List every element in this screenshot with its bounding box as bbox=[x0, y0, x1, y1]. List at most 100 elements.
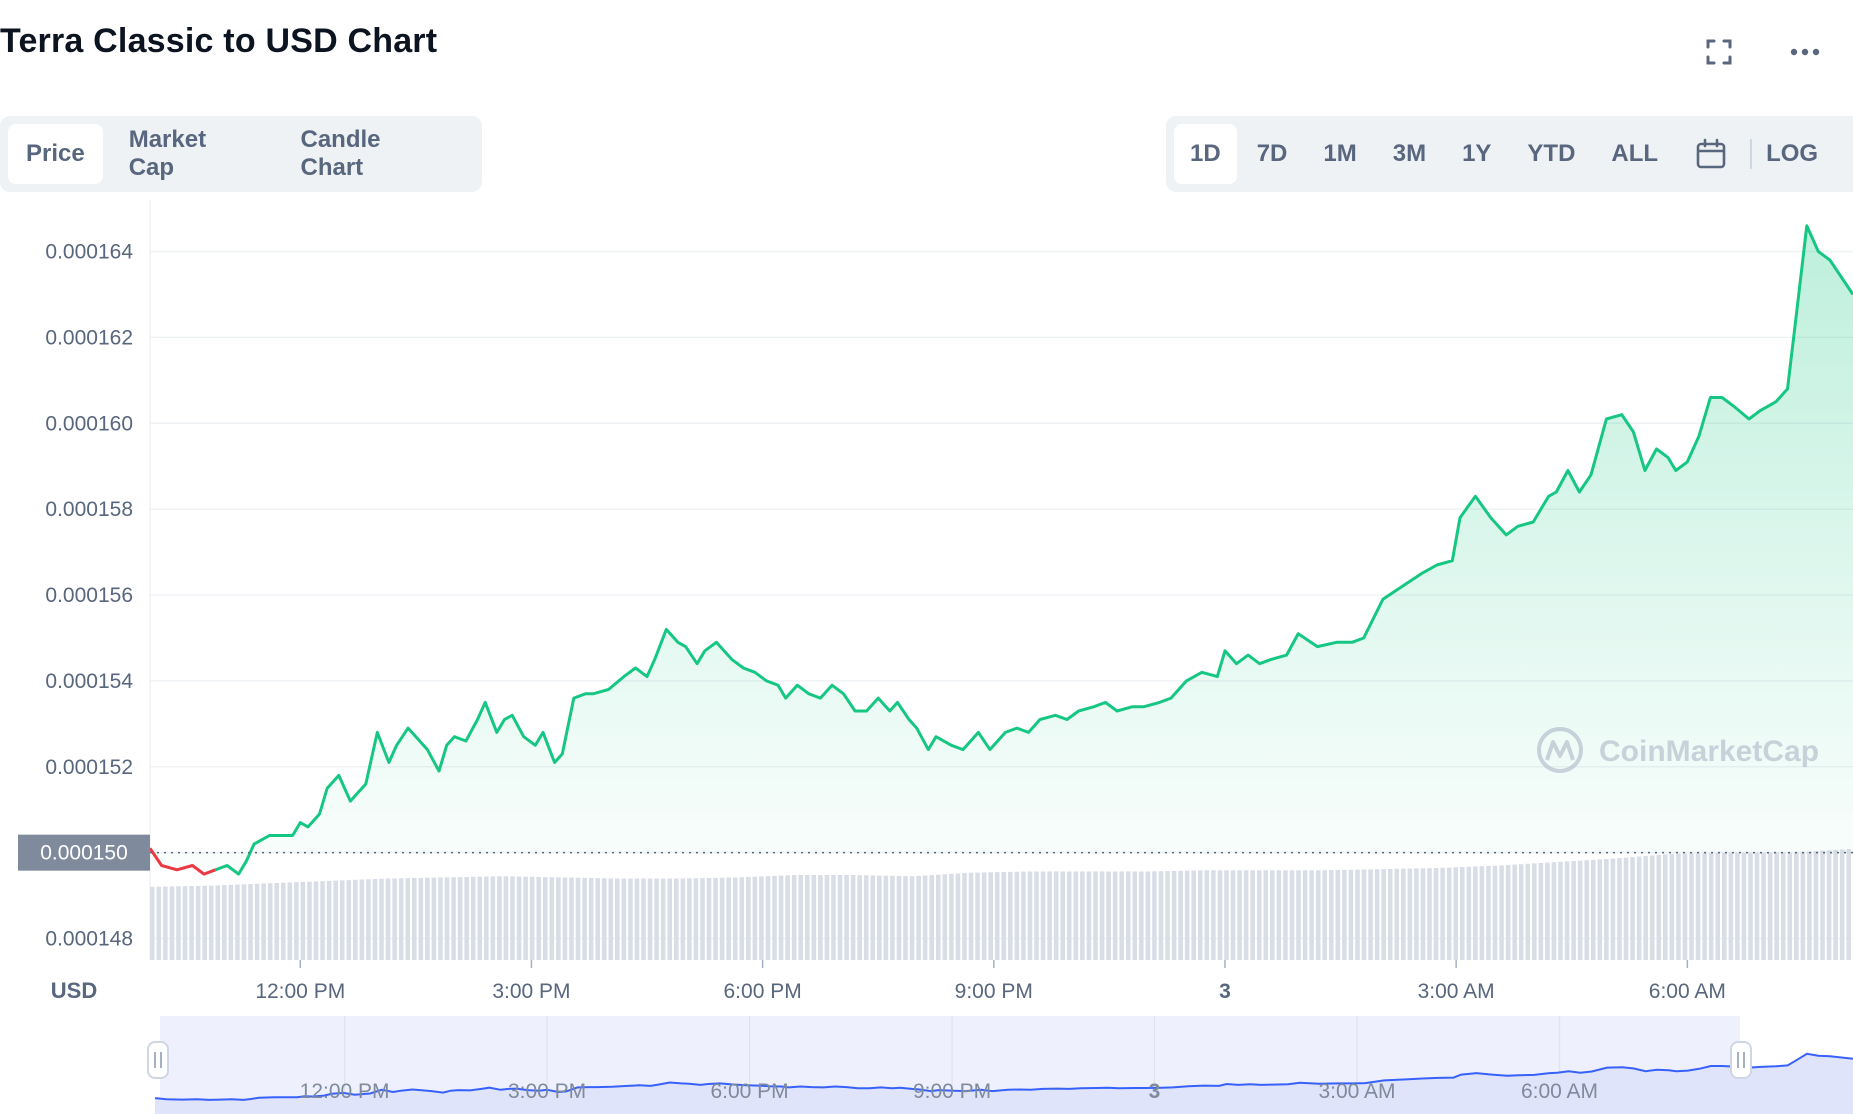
volume-bar bbox=[150, 886, 155, 960]
tab-price[interactable]: Price bbox=[8, 124, 103, 184]
volume-bar bbox=[1250, 870, 1255, 960]
volume-bar bbox=[372, 879, 378, 960]
volume-bar bbox=[294, 882, 299, 960]
expand-icon[interactable] bbox=[1701, 34, 1737, 70]
volume-bar bbox=[1800, 851, 1806, 960]
volume-bar bbox=[883, 875, 889, 960]
volume-bar bbox=[1630, 857, 1635, 960]
more-icon[interactable] bbox=[1787, 34, 1823, 70]
volume-bar bbox=[680, 878, 686, 960]
navigator-left-handle[interactable] bbox=[147, 1041, 169, 1079]
volume-bar bbox=[1787, 852, 1793, 960]
volume-bar bbox=[1571, 861, 1576, 960]
range-1d[interactable]: 1D bbox=[1174, 124, 1237, 184]
range-1y[interactable]: 1Y bbox=[1462, 140, 1492, 167]
volume-bar bbox=[503, 876, 509, 960]
volume-bar bbox=[805, 875, 810, 960]
volume-bar bbox=[936, 874, 941, 960]
volume-bar bbox=[674, 878, 679, 960]
volume-bar bbox=[490, 876, 496, 960]
volume-bar bbox=[955, 873, 961, 960]
volume-bar bbox=[857, 875, 862, 960]
volume-bar bbox=[182, 886, 188, 960]
volume-bar bbox=[1322, 870, 1327, 960]
volume-bar bbox=[1067, 871, 1072, 960]
volume-bar bbox=[215, 885, 221, 960]
volume-bar bbox=[1309, 870, 1314, 960]
chart-toolbar bbox=[1701, 34, 1823, 70]
volume-bar bbox=[425, 877, 430, 960]
volume-bar bbox=[942, 874, 948, 960]
volume-bar bbox=[818, 875, 823, 960]
volume-bar bbox=[1695, 853, 1701, 960]
navigator-tick-label: 6:00 AM bbox=[1521, 1080, 1598, 1103]
volume-bar bbox=[1401, 868, 1406, 960]
volume-bar bbox=[968, 872, 974, 960]
volume-bar bbox=[320, 881, 325, 960]
volume-bar bbox=[628, 878, 633, 960]
range-3m[interactable]: 3M bbox=[1392, 140, 1427, 167]
volume-bar bbox=[988, 872, 993, 960]
volume-bar bbox=[713, 877, 718, 960]
volume-bar bbox=[1008, 871, 1013, 960]
volume-bar bbox=[1355, 869, 1360, 960]
navigator-right-handle[interactable] bbox=[1730, 1041, 1752, 1079]
reference-price-label: 0.000150 bbox=[40, 842, 128, 865]
volume-bar bbox=[516, 876, 522, 960]
x-tick-label: 3 bbox=[1219, 980, 1231, 1003]
navigator-area bbox=[155, 1053, 1853, 1114]
volume-bar bbox=[877, 875, 882, 960]
volume-bar bbox=[1512, 864, 1517, 960]
tab-market-cap[interactable]: Market Cap bbox=[128, 126, 207, 181]
volume-bar bbox=[1643, 856, 1648, 960]
volume-bar bbox=[1446, 867, 1452, 960]
calendar-icon[interactable] bbox=[1686, 124, 1736, 184]
volume-bar bbox=[510, 876, 515, 960]
range-1m[interactable]: 1M bbox=[1323, 140, 1357, 167]
volume-bar bbox=[1433, 868, 1439, 960]
volume-bar bbox=[1689, 853, 1694, 960]
volume-bar bbox=[235, 884, 240, 960]
volume-bar bbox=[1728, 852, 1734, 960]
volume-bar bbox=[267, 883, 273, 960]
volume-bar bbox=[1518, 864, 1524, 960]
volume-bar bbox=[739, 877, 745, 960]
volume-bar bbox=[1558, 861, 1563, 960]
volume-bar bbox=[222, 885, 227, 960]
volume-bar bbox=[837, 875, 843, 960]
volume-bar bbox=[994, 872, 1000, 960]
volume-bar bbox=[1577, 860, 1583, 960]
range-ytd[interactable]: YTD bbox=[1527, 140, 1576, 167]
log-scale-toggle[interactable]: LOG bbox=[1766, 140, 1819, 167]
volume-bar bbox=[208, 885, 214, 960]
volume-bar bbox=[896, 875, 902, 960]
volume-bar bbox=[451, 877, 456, 960]
volume-bar bbox=[1335, 870, 1341, 960]
volume-bar bbox=[785, 875, 790, 960]
volume-bar bbox=[1139, 871, 1144, 960]
reference-price-tag: 0.000150 bbox=[18, 834, 150, 871]
tab-candle-chart[interactable]: Candle Chart bbox=[300, 126, 381, 181]
y-tick-label: 0.000154 bbox=[45, 670, 133, 693]
volume-bar bbox=[418, 877, 424, 960]
volume-bar bbox=[1276, 870, 1282, 960]
volume-bar bbox=[850, 875, 856, 960]
range-all[interactable]: ALL bbox=[1611, 140, 1659, 167]
volume-bar bbox=[1060, 871, 1065, 960]
volume-bar bbox=[1722, 852, 1727, 960]
volume-bar bbox=[700, 878, 705, 960]
volume-bar bbox=[1826, 850, 1832, 960]
volume-bar bbox=[353, 879, 358, 960]
volume-bar bbox=[470, 876, 476, 960]
volume-bar bbox=[732, 877, 738, 960]
volume-bar bbox=[916, 875, 921, 960]
y-tick-label: 0.000164 bbox=[45, 241, 133, 264]
volume-bar bbox=[274, 882, 279, 960]
volume-bar bbox=[798, 875, 803, 960]
volume-bar bbox=[366, 879, 371, 960]
range-7d[interactable]: 7D bbox=[1256, 140, 1288, 167]
volume-bar bbox=[621, 878, 627, 960]
volume-bar bbox=[1479, 866, 1485, 960]
volume-bar bbox=[1623, 857, 1629, 960]
volume-bar bbox=[1532, 863, 1537, 960]
